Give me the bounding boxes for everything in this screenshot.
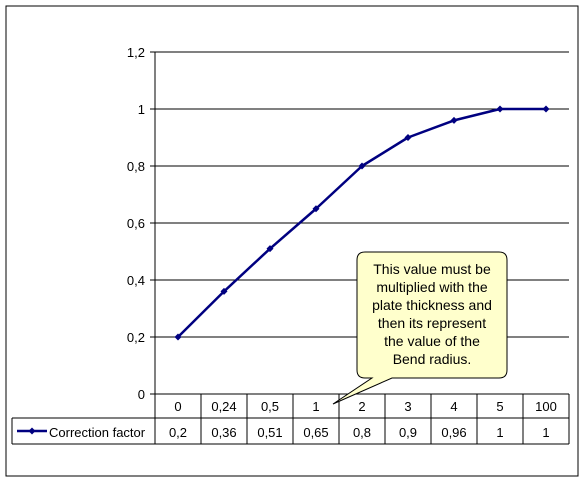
y-tick-label: 0 [138, 387, 145, 402]
x-category-label: 5 [496, 399, 503, 414]
x-category-label: 100 [535, 399, 557, 414]
callout-text-line: multiplied with the [376, 279, 487, 295]
x-category-label: 3 [404, 399, 411, 414]
table-value-cell: 0,9 [399, 425, 417, 440]
callout-text-line: plate thickness and [372, 297, 492, 313]
callout-bubble [332, 251, 508, 405]
data-point [496, 105, 504, 113]
table-value-cell: 0,96 [441, 425, 466, 440]
data-point [266, 245, 274, 253]
series-correction-factor [174, 105, 550, 341]
data-point [220, 287, 228, 295]
table-value-cell: 0,8 [353, 425, 371, 440]
y-tick-label: 0,6 [127, 216, 145, 231]
x-category-label: 0,24 [211, 399, 236, 414]
y-tick-label: 1,2 [127, 45, 145, 60]
data-point [404, 134, 412, 141]
data-point [450, 116, 458, 124]
callout-text-line: This value must be [373, 261, 491, 277]
table-value-cell: 0,65 [303, 425, 328, 440]
table-value-cell: 0,36 [211, 425, 236, 440]
data-point [312, 205, 320, 213]
callout-text-line: Bend radius. [393, 351, 472, 367]
table-value-cell: 0,2 [169, 425, 187, 440]
x-category-label: 4 [450, 399, 457, 414]
y-tick-label: 0,2 [127, 330, 145, 345]
x-category-label: 0,5 [261, 399, 279, 414]
table-value-cell: 0,51 [257, 425, 282, 440]
table-value-cell: 1 [496, 425, 503, 440]
callout-text-line: then its represent [378, 315, 486, 331]
data-point [542, 105, 550, 113]
data-point [358, 162, 366, 170]
y-tick-label: 0,8 [127, 159, 145, 174]
annotation-callout: This value must be multiplied with the pla… [332, 251, 508, 405]
table-value-cell: 1 [542, 425, 549, 440]
x-category-label: 2 [358, 399, 365, 414]
x-category-label: 1 [312, 399, 319, 414]
callout-text-line: the value of the [384, 333, 480, 349]
y-tick-label: 1 [138, 102, 145, 117]
y-tick-label: 0,4 [127, 273, 145, 288]
legend-marker [28, 427, 36, 435]
data-point [174, 333, 182, 341]
y-axis-tick-labels: 0 0,2 0,4 0,6 0,8 1 1,2 [127, 45, 145, 402]
legend-series-name: Correction factor [49, 425, 146, 440]
x-category-label: 0 [174, 399, 181, 414]
